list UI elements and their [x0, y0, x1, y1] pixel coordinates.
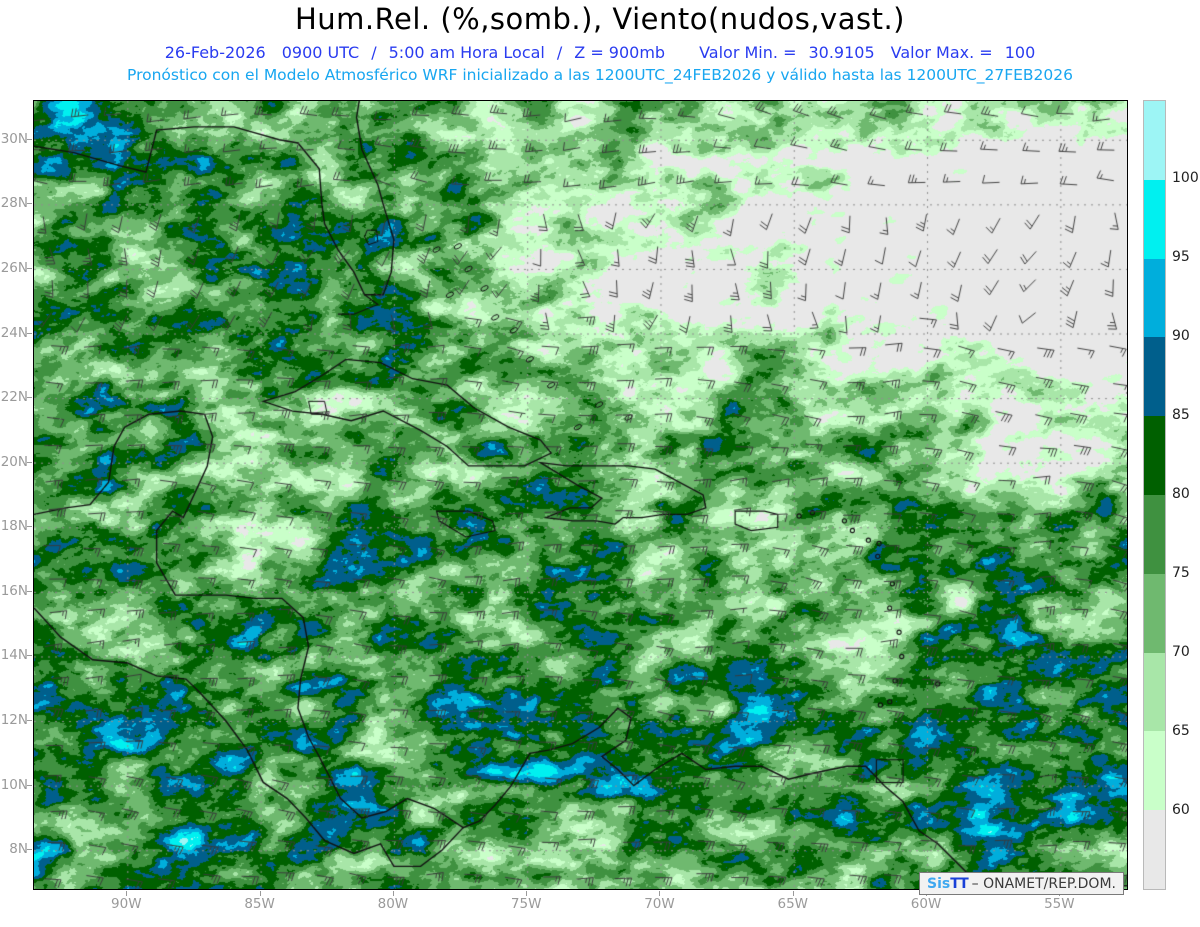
lon-tick-mark [659, 891, 661, 896]
agency-name: – ONAMET/REP.DOM. [971, 875, 1116, 892]
colorbar-segment-85-90 [1144, 337, 1165, 417]
lon-tick-mark [526, 891, 528, 896]
colorbar-tick-65: 65 [1172, 723, 1190, 739]
colorbar-tick-90: 90 [1172, 328, 1190, 344]
lat-tick-28N: 28N [0, 195, 28, 212]
local-time: 5:00 am Hora Local [388, 43, 545, 62]
colorbar-segment-80-85 [1144, 416, 1165, 495]
lon-tick-mark [126, 891, 128, 896]
lat-tick-18N: 18N [0, 518, 28, 535]
lon-tick-mark [792, 891, 794, 896]
lon-tick-65W: 65W [777, 896, 809, 912]
colorbar-tick-80: 80 [1172, 486, 1190, 502]
lat-tick-mark [27, 461, 32, 463]
lat-tick-mark [27, 655, 32, 657]
lat-tick-30N: 30N [0, 130, 28, 147]
forecast-description: Pronóstico con el Modelo Atmosférico WRF… [127, 66, 1073, 84]
lon-tick-75W: 75W [510, 896, 542, 912]
colorbar-segment--60 [1144, 810, 1165, 889]
lat-tick-16N: 16N [0, 582, 28, 599]
lon-tick-55W: 55W [1044, 896, 1075, 912]
chart-header: Hum.Rel. (%,somb.), Viento(nudos,vast.) … [0, 0, 1200, 96]
lat-tick-20N: 20N [0, 453, 28, 470]
colorbar-segment-75-80 [1144, 494, 1165, 574]
lat-tick-10N: 10N [0, 776, 28, 793]
lon-tick-mark [259, 891, 261, 896]
colorbar-segment-65-70 [1144, 652, 1165, 732]
lat-tick-mark [27, 590, 32, 592]
lat-tick-mark [27, 138, 32, 140]
colorbar-tick-95: 95 [1172, 249, 1190, 265]
colorbar[interactable] [1143, 100, 1166, 890]
lat-tick-24N: 24N [0, 324, 28, 341]
lat-tick-mark [27, 397, 32, 399]
lat-tick-mark [27, 203, 32, 205]
lat-tick-22N: 22N [0, 389, 28, 406]
colorbar-segment-90-95 [1144, 258, 1165, 338]
pressure-level: Z = 900mb [574, 43, 666, 62]
separator-slash-2: / [556, 43, 563, 62]
lat-tick-26N: 26N [0, 259, 28, 276]
valor-min-value: 30.9105 [808, 43, 875, 62]
lon-tick-80W: 80W [377, 896, 409, 912]
lat-tick-mark [27, 784, 32, 786]
lat-tick-14N: 14N [0, 647, 28, 664]
sis-logo-text: Sis [927, 875, 951, 892]
utc-time: 0900 UTC [281, 43, 360, 62]
lat-tick-12N: 12N [0, 712, 28, 729]
lon-tick-90W: 90W [111, 896, 142, 912]
forecast-date: 26-Feb-2026 [164, 43, 266, 62]
colorbar-segment--100 [1144, 101, 1165, 180]
valor-max-label: Valor Max. = [890, 43, 993, 62]
lon-tick-mark [392, 891, 394, 896]
lat-tick-mark [27, 526, 32, 528]
colorbar-tick-100: 100 [1172, 170, 1199, 186]
colorbar-segment-60-65 [1144, 731, 1165, 811]
lon-tick-85W: 85W [244, 896, 275, 912]
colorbar-tick-75: 75 [1172, 565, 1190, 581]
lat-tick-8N: 8N [9, 841, 28, 858]
tt-logo-text: TT [950, 875, 968, 892]
lon-tick-70W: 70W [644, 896, 675, 912]
credit-badge: Sis TT – ONAMET/REP.DOM. [919, 872, 1124, 895]
lat-tick-mark [27, 849, 32, 851]
colorbar-segment-95-100 [1144, 179, 1165, 259]
lat-tick-mark [27, 720, 32, 722]
colorbar-tick-60: 60 [1172, 802, 1190, 818]
colorbar-segment-70-75 [1144, 573, 1165, 653]
map-plot-area[interactable] [33, 100, 1128, 890]
colorbar-tick-85: 85 [1172, 407, 1190, 423]
valor-min-label: Valor Min. = [699, 43, 797, 62]
page-title: Hum.Rel. (%,somb.), Viento(nudos,vast.) [295, 2, 905, 36]
valor-max-value: 100 [1004, 43, 1036, 62]
lat-tick-mark [27, 267, 32, 269]
lon-tick-60W: 60W [910, 896, 942, 912]
separator-slash: / [371, 43, 377, 62]
subtitle-line: 26-Feb-2026 0900 UTC / 5:00 am Hora Local / Z… [0, 43, 1200, 62]
colorbar-tick-70: 70 [1172, 644, 1190, 660]
lat-tick-mark [27, 332, 32, 334]
coastline-and-wind-barb-layer [34, 101, 1127, 889]
